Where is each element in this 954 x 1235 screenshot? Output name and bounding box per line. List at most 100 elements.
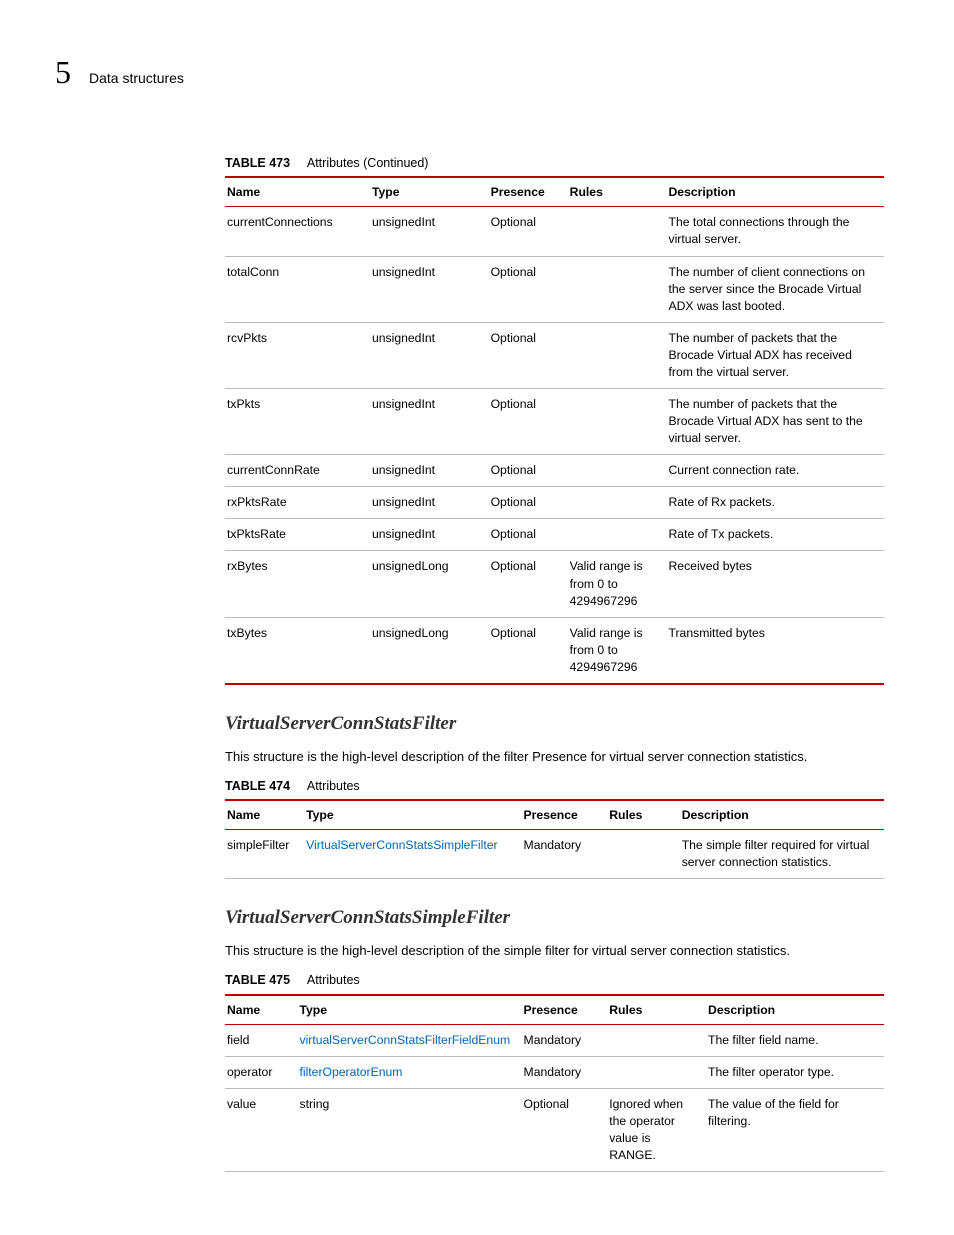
cell-description: The filter operator type. xyxy=(706,1056,884,1088)
cell-presence: Optional xyxy=(489,455,568,487)
table-row: rcvPktsunsignedIntOptionalThe number of … xyxy=(225,322,884,388)
table-number: TABLE 473 xyxy=(225,156,290,170)
cell-presence: Optional xyxy=(489,551,568,617)
table-row: currentConnectionsunsignedIntOptionalThe… xyxy=(225,207,884,256)
cell-description: The number of packets that the Brocade V… xyxy=(667,322,885,388)
table-475-caption: TABLE 475 Attributes xyxy=(225,972,884,990)
table-row: simpleFilterVirtualServerConnStatsSimple… xyxy=(225,830,884,879)
col-rules: Rules xyxy=(607,800,679,830)
cell-name: currentConnRate xyxy=(225,455,370,487)
cell-description: The number of packets that the Brocade V… xyxy=(667,389,885,455)
col-description: Description xyxy=(667,177,885,207)
table-row: currentConnRateunsignedIntOptional Curren… xyxy=(225,455,884,487)
cell-name: txBytes xyxy=(225,617,370,684)
cell-description: Transmitted bytes xyxy=(667,617,885,684)
cell-description: The filter field name. xyxy=(706,1024,884,1056)
cell-description: The value of the field for filtering. xyxy=(706,1088,884,1171)
cell-type: unsignedInt xyxy=(370,389,489,455)
cell-type[interactable]: virtualServerConnStatsFilterFieldEnum xyxy=(297,1024,521,1056)
page-header: 5 Data structures xyxy=(55,50,884,95)
cell-presence: Optional xyxy=(489,487,568,519)
cell-name: txPkts xyxy=(225,389,370,455)
table-header-row: Name Type Presence Rules Description xyxy=(225,995,884,1025)
cell-rules: Valid range is from 0 to 4294967296 xyxy=(568,617,667,684)
chapter-number: 5 xyxy=(55,50,71,95)
cell-type: unsignedInt xyxy=(370,487,489,519)
section-paragraph: This structure is the high-level descrip… xyxy=(225,748,884,766)
cell-description: Current connection rate. xyxy=(667,455,885,487)
cell-type[interactable]: filterOperatorEnum xyxy=(297,1056,521,1088)
cell-name: currentConnections xyxy=(225,207,370,256)
cell-rules xyxy=(607,1056,706,1088)
table-row: operatorfilterOperatorEnumMandatoryThe f… xyxy=(225,1056,884,1088)
col-type: Type xyxy=(304,800,521,830)
section-paragraph: This structure is the high-level descrip… xyxy=(225,942,884,960)
section-heading: VirtualServerConnStatsFilter xyxy=(225,711,884,738)
table-473-caption: TABLE 473 Attributes (Continued) xyxy=(225,155,884,173)
cell-rules xyxy=(568,519,667,551)
cell-presence: Optional xyxy=(489,207,568,256)
cell-presence: Optional xyxy=(489,617,568,684)
col-description: Description xyxy=(680,800,884,830)
cell-rules xyxy=(568,207,667,256)
cell-name: field xyxy=(225,1024,297,1056)
cell-presence: Optional xyxy=(489,322,568,388)
col-name: Name xyxy=(225,177,370,207)
header-title: Data structures xyxy=(89,69,184,89)
type-link[interactable]: VirtualServerConnStatsSimpleFilter xyxy=(306,838,497,852)
cell-description: The number of client connections on the … xyxy=(667,256,885,322)
col-type: Type xyxy=(370,177,489,207)
col-description: Description xyxy=(706,995,884,1025)
cell-presence: Optional xyxy=(489,519,568,551)
cell-name: operator xyxy=(225,1056,297,1088)
cell-type[interactable]: VirtualServerConnStatsSimpleFilter xyxy=(304,830,521,879)
cell-type: unsignedLong xyxy=(370,617,489,684)
cell-rules xyxy=(568,487,667,519)
cell-name: totalConn xyxy=(225,256,370,322)
table-474-caption: TABLE 474 Attributes xyxy=(225,778,884,796)
cell-name: rxBytes xyxy=(225,551,370,617)
cell-name: txPktsRate xyxy=(225,519,370,551)
table-number: TABLE 474 xyxy=(225,779,290,793)
col-name: Name xyxy=(225,995,297,1025)
col-name: Name xyxy=(225,800,304,830)
col-presence: Presence xyxy=(522,995,608,1025)
cell-rules: Ignored when the operator value is RANGE… xyxy=(607,1088,706,1171)
col-type: Type xyxy=(297,995,521,1025)
cell-type: unsignedInt xyxy=(370,519,489,551)
cell-type: unsignedInt xyxy=(370,455,489,487)
cell-rules xyxy=(607,1024,706,1056)
table-number: TABLE 475 xyxy=(225,973,290,987)
table-caption-text: Attributes xyxy=(307,779,360,793)
cell-presence: Optional xyxy=(522,1088,608,1171)
table-row: txBytesunsignedLongOptionalValid range i… xyxy=(225,617,884,684)
table-row: txPktsunsignedIntOptional The number of p… xyxy=(225,389,884,455)
cell-presence: Mandatory xyxy=(522,1024,608,1056)
table-row: rxBytesunsignedLongOptionalValid range i… xyxy=(225,551,884,617)
cell-rules xyxy=(607,830,679,879)
cell-name: value xyxy=(225,1088,297,1171)
cell-type: unsignedInt xyxy=(370,256,489,322)
type-link[interactable]: filterOperatorEnum xyxy=(299,1065,402,1079)
cell-rules: Valid range is from 0 to 4294967296 xyxy=(568,551,667,617)
table-row: totalConnunsignedIntOptionalThe number o… xyxy=(225,256,884,322)
cell-description: The simple filter required for virtual s… xyxy=(680,830,884,879)
table-474: Name Type Presence Rules Description sim… xyxy=(225,799,884,879)
section-heading: VirtualServerConnStatsSimpleFilter xyxy=(225,905,884,932)
table-475: Name Type Presence Rules Description fie… xyxy=(225,994,884,1173)
table-row: rxPktsRateunsignedIntOptionalRate of Rx … xyxy=(225,487,884,519)
cell-presence: Optional xyxy=(489,389,568,455)
table-header-row: Name Type Presence Rules Description xyxy=(225,177,884,207)
table-caption-text: Attributes xyxy=(307,973,360,987)
col-presence: Presence xyxy=(522,800,608,830)
cell-type: string xyxy=(297,1088,521,1171)
col-rules: Rules xyxy=(568,177,667,207)
table-473: Name Type Presence Rules Description cur… xyxy=(225,176,884,685)
table-row: fieldvirtualServerConnStatsFilterFieldEn… xyxy=(225,1024,884,1056)
type-link[interactable]: virtualServerConnStatsFilterFieldEnum xyxy=(299,1033,510,1047)
table-header-row: Name Type Presence Rules Description xyxy=(225,800,884,830)
cell-rules xyxy=(568,256,667,322)
col-rules: Rules xyxy=(607,995,706,1025)
cell-description: Received bytes xyxy=(667,551,885,617)
page-content: TABLE 473 Attributes (Continued) Name Ty… xyxy=(225,155,884,1172)
